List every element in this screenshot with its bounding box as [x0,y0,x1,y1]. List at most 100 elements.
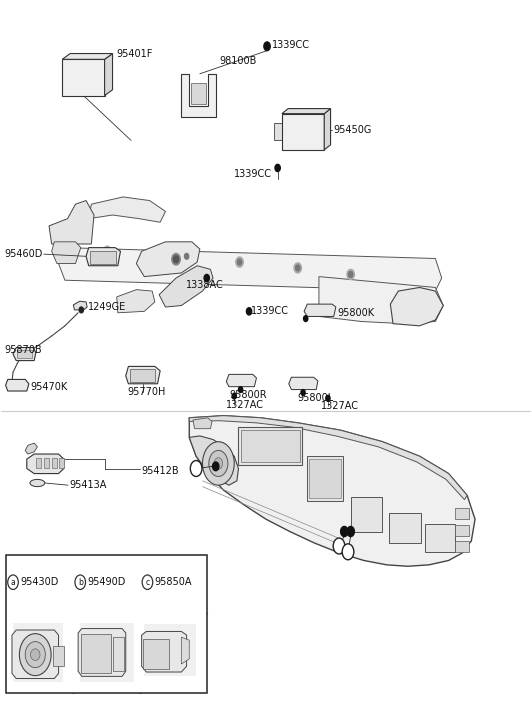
Polygon shape [324,108,330,150]
Circle shape [173,256,179,263]
Circle shape [342,544,354,560]
Text: 1338AC: 1338AC [186,281,223,290]
Circle shape [79,307,84,313]
Polygon shape [181,74,215,117]
Circle shape [304,316,308,321]
Text: 95850A: 95850A [155,577,193,587]
Text: 98100B: 98100B [219,56,257,65]
Bar [238,427,302,465]
Polygon shape [62,54,113,60]
Text: 95460D: 95460D [4,249,43,259]
Polygon shape [86,248,120,266]
Text: 1327AC: 1327AC [226,400,264,410]
Polygon shape [117,289,155,313]
Polygon shape [189,416,467,499]
Bar [425,524,455,552]
Circle shape [333,538,345,554]
Bar [455,525,469,536]
Bar [351,497,383,531]
Circle shape [340,526,348,537]
Circle shape [213,462,219,470]
Polygon shape [73,301,87,310]
Polygon shape [142,632,187,672]
Text: b: b [78,578,82,587]
Text: 95800R: 95800R [229,390,267,401]
Text: 1339CC: 1339CC [234,169,272,179]
Bar [44,458,49,467]
Polygon shape [159,266,213,307]
Text: b: b [346,547,351,556]
Circle shape [348,271,353,277]
Bar [144,624,196,676]
Text: 95401F: 95401F [117,49,153,59]
Text: 95490D: 95490D [88,577,126,587]
Bar [307,457,343,501]
Text: 1339CC: 1339CC [272,40,310,50]
Circle shape [326,395,330,401]
Polygon shape [25,443,37,454]
Polygon shape [136,242,200,276]
Ellipse shape [30,648,40,660]
Polygon shape [390,287,443,326]
Circle shape [232,393,236,399]
Bar [191,82,206,104]
Polygon shape [274,123,283,140]
Circle shape [183,252,190,262]
Text: 95470K: 95470K [30,382,68,392]
Polygon shape [13,348,36,361]
Text: 95450G: 95450G [334,125,372,135]
Text: 1327AC: 1327AC [321,401,359,411]
Circle shape [347,526,354,537]
Polygon shape [319,276,443,324]
Polygon shape [27,454,64,473]
Polygon shape [282,108,330,113]
Polygon shape [181,638,189,664]
Circle shape [214,458,222,469]
Text: a: a [11,578,15,587]
Text: 95413A: 95413A [69,480,106,490]
Bar [143,639,169,669]
Bar [52,458,57,467]
Bar [81,634,112,673]
Text: 95870B: 95870B [4,345,41,356]
Circle shape [172,254,180,265]
Text: 95800L: 95800L [298,393,334,403]
Polygon shape [289,377,318,390]
Polygon shape [226,374,256,387]
Text: 95800K: 95800K [337,308,375,318]
Polygon shape [12,630,59,678]
Polygon shape [189,436,238,485]
Text: 95412B: 95412B [141,466,179,475]
Polygon shape [49,201,94,244]
Circle shape [75,575,86,590]
Circle shape [8,575,18,590]
Polygon shape [282,113,324,150]
Text: 95430D: 95430D [20,577,59,587]
Circle shape [294,263,302,273]
Polygon shape [6,379,29,391]
Text: c: c [337,542,341,550]
Bar [310,459,341,498]
Polygon shape [304,304,336,316]
Circle shape [105,249,110,254]
Circle shape [104,246,111,257]
Bar [80,623,134,682]
Polygon shape [189,416,475,566]
Bar [130,369,155,382]
Bar [17,350,32,358]
Bar [13,623,63,682]
Circle shape [296,265,300,270]
Polygon shape [193,418,212,429]
Ellipse shape [19,634,51,675]
Circle shape [347,269,354,279]
Bar [59,458,64,467]
Bar [455,508,469,519]
Bar [240,430,300,462]
Polygon shape [78,629,126,676]
Polygon shape [105,54,113,95]
Polygon shape [52,242,81,264]
Text: 1339CC: 1339CC [251,306,289,316]
Polygon shape [126,366,160,384]
Text: 95770H: 95770H [127,387,166,398]
Circle shape [301,390,305,395]
